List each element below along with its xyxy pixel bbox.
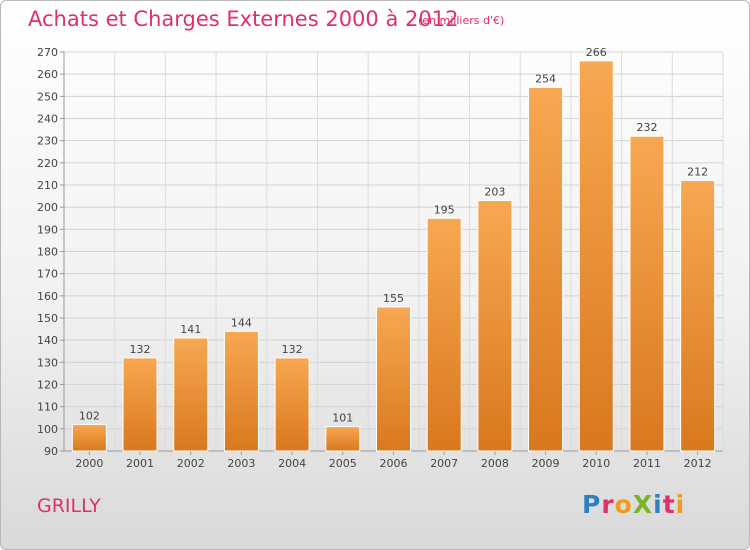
data-labels: 102 132 141 144 132 101 155 195 203 254 266 232 212 [79, 46, 708, 425]
bar-2012 [680, 180, 716, 452]
y-tick-label: 120 [37, 379, 58, 392]
proxiti-logo[interactable]: ProXiti [582, 490, 685, 519]
bar-2003 [223, 330, 259, 452]
y-tick-label: 200 [37, 201, 58, 214]
value-label: 132 [130, 343, 151, 356]
y-tick-label: 240 [37, 113, 58, 126]
bar-2007 [426, 217, 462, 452]
x-tick-label: 2010 [582, 457, 610, 470]
y-tick-label: 250 [37, 90, 58, 103]
x-tick-label: 2009 [532, 457, 560, 470]
y-tick-label: 180 [37, 246, 58, 259]
place-name: GRILLY [37, 495, 101, 517]
logo-letter: i [675, 490, 686, 519]
x-tick-label: 2003 [227, 457, 255, 470]
x-tick-label: 2006 [380, 457, 408, 470]
y-tick-label: 100 [37, 423, 58, 436]
value-label: 254 [535, 72, 556, 85]
x-tick-label: 2004 [278, 457, 306, 470]
value-label: 155 [383, 292, 404, 305]
logo-letter: t [662, 490, 676, 519]
y-tick-label: 190 [37, 223, 58, 236]
bars [71, 60, 716, 452]
y-tick-label: 90 [44, 445, 58, 458]
logo-letter: o [614, 490, 633, 519]
bar-2005 [325, 426, 361, 452]
value-label: 232 [636, 121, 657, 134]
y-tick-label: 210 [37, 179, 58, 192]
x-tick-label: 2012 [684, 457, 712, 470]
value-label: 195 [434, 203, 455, 216]
y-tick-label: 260 [37, 68, 58, 81]
bar-2002 [173, 337, 209, 452]
y-tick-label: 130 [37, 356, 58, 369]
y-tick-label: 270 [37, 46, 58, 59]
axes: 9010011012013014015016017018019020021022… [37, 46, 723, 470]
value-label: 141 [180, 323, 201, 336]
bar-2004 [274, 357, 310, 452]
y-tick-label: 160 [37, 290, 58, 303]
value-label: 132 [282, 343, 303, 356]
bar-2009 [528, 86, 564, 452]
value-label: 266 [586, 46, 607, 59]
value-label: 102 [79, 409, 100, 422]
bar-2001 [122, 357, 158, 452]
chart-title: Achats et Charges Externes 2000 à 2012 [28, 7, 459, 31]
bar-2008 [477, 200, 513, 452]
y-tick-label: 110 [37, 401, 58, 414]
logo-letter: i [653, 490, 663, 519]
y-tick-label: 150 [37, 312, 58, 325]
bar-2010 [578, 60, 614, 452]
y-tick-label: 230 [37, 135, 58, 148]
x-tick-label: 2007 [430, 457, 458, 470]
x-tick-label: 2001 [126, 457, 154, 470]
value-label: 212 [687, 166, 708, 179]
x-tick-label: 2002 [177, 457, 205, 470]
bar-2011 [629, 135, 665, 452]
bar-2006 [376, 306, 411, 452]
value-label: 144 [231, 316, 252, 329]
y-tick-label: 220 [37, 157, 58, 170]
value-label: 203 [484, 186, 505, 199]
y-tick-label: 140 [37, 334, 58, 347]
x-tick-label: 2000 [75, 457, 103, 470]
x-tick-label: 2005 [329, 457, 357, 470]
y-tick-label: 170 [37, 268, 58, 281]
chart-unit: (en milliers d'€) [418, 14, 505, 27]
x-tick-label: 2008 [481, 457, 509, 470]
value-label: 101 [332, 412, 353, 425]
x-tick-label: 2011 [633, 457, 661, 470]
logo-letter: X [632, 490, 654, 519]
logo-letter: P [582, 490, 602, 519]
logo-letter: r [601, 490, 615, 519]
bar-2000 [71, 423, 107, 452]
